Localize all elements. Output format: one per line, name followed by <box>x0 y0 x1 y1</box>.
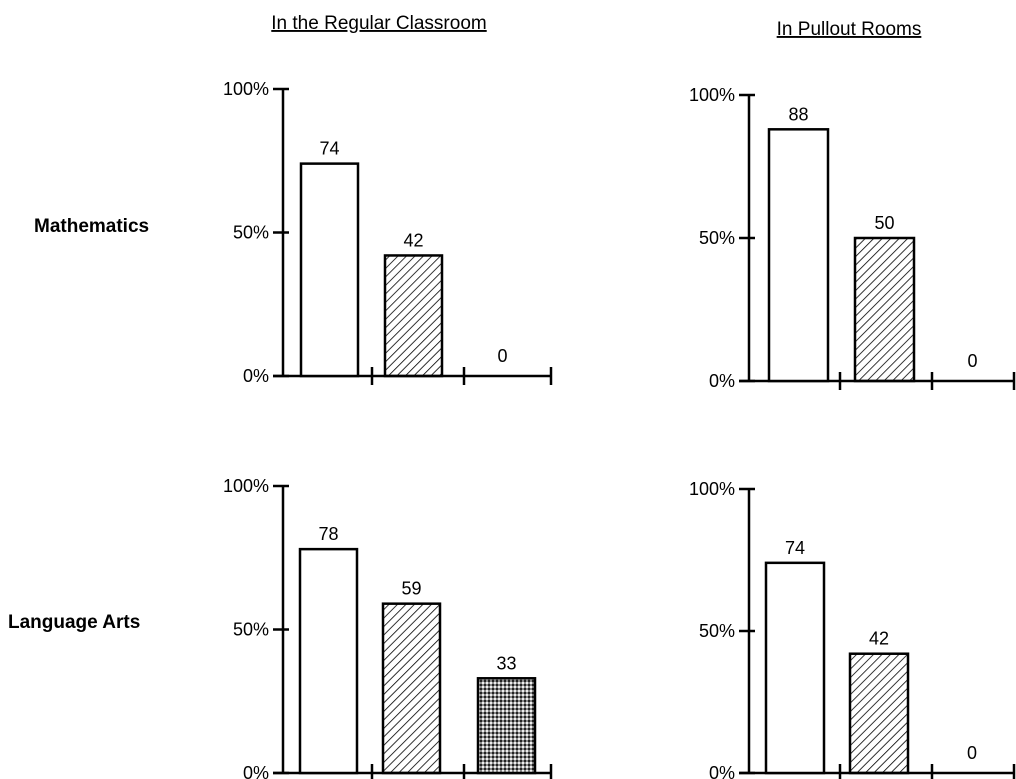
y-tick-label: 100% <box>689 85 735 105</box>
y-tick-label: 50% <box>699 228 735 248</box>
bar-value-label: 59 <box>401 579 421 599</box>
bar-1 <box>299 162 360 378</box>
bar-value-label: 74 <box>785 538 805 558</box>
bar-value-label: 33 <box>496 653 516 673</box>
y-tick-label: 0% <box>709 763 735 779</box>
y-tick-label: 100% <box>223 476 269 496</box>
chart-panel-1: 0% 50% 100% 74 42 0 <box>223 79 553 386</box>
bar-3 <box>476 677 537 775</box>
bar-value-label: 50 <box>874 213 894 233</box>
bar-2 <box>383 254 444 378</box>
chart-panel-2: 0% 50% 100% 88 50 0 <box>689 85 1016 391</box>
chart-panel-4: 0% 50% 100% 74 42 0 <box>689 479 1016 779</box>
y-tick-label: 50% <box>233 620 269 640</box>
y-tick-label: 50% <box>699 621 735 641</box>
row-label-language-arts: Language Arts <box>8 612 140 633</box>
bar-2 <box>853 236 916 383</box>
y-tick-label: 0% <box>243 366 269 386</box>
bar-value-label: 0 <box>497 346 507 366</box>
bar-value-label: 0 <box>967 743 977 763</box>
bar-value-label: 0 <box>967 351 977 371</box>
y-tick-label: 50% <box>233 223 269 243</box>
bar-value-label: 42 <box>869 629 889 649</box>
column-header-pullout: In Pullout Rooms <box>777 19 922 40</box>
bar-value-label: 42 <box>403 230 423 250</box>
bar-1 <box>764 561 826 775</box>
y-tick-label: 100% <box>223 79 269 99</box>
bar-1 <box>298 547 359 775</box>
y-tick-label: 0% <box>709 371 735 391</box>
bar-value-label: 78 <box>318 524 338 544</box>
bar-value-label: 88 <box>788 104 808 124</box>
bar-2 <box>381 602 442 775</box>
bar-1 <box>767 128 830 383</box>
chart-panel-3: 0% 50% 100% 78 59 33 <box>223 476 553 779</box>
y-tick-label: 0% <box>243 763 269 779</box>
y-tick-label: 100% <box>689 479 735 499</box>
column-header-regular: In the Regular Classroom <box>271 13 486 34</box>
bar-2 <box>848 652 910 775</box>
bar-value-label: 74 <box>319 139 339 159</box>
row-label-mathematics: Mathematics <box>34 216 149 237</box>
